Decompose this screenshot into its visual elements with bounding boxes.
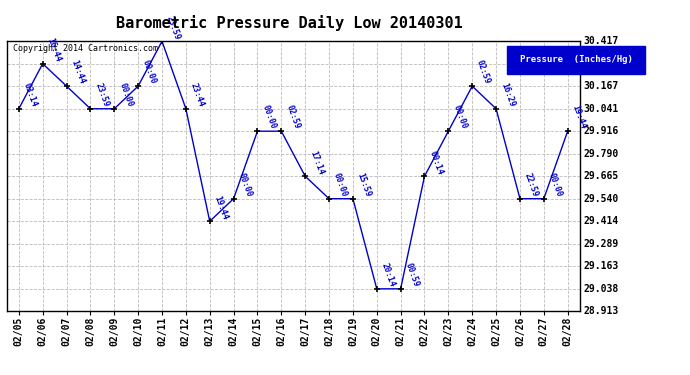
Text: 03:14: 03:14 [21,82,39,108]
Text: 29.038: 29.038 [583,284,618,294]
Text: 28.913: 28.913 [583,306,618,316]
Text: Barometric Pressure Daily Low 20140301: Barometric Pressure Daily Low 20140301 [117,15,463,31]
Text: 17:14: 17:14 [308,149,325,176]
Text: 00:14: 00:14 [427,149,444,176]
Text: 30.417: 30.417 [583,36,618,46]
Text: 00:00: 00:00 [451,104,469,130]
Text: 00:00: 00:00 [141,59,158,86]
Text: 16:29: 16:29 [499,82,516,108]
Text: Pressure  (Inches/Hg): Pressure (Inches/Hg) [520,55,633,64]
Text: 29.540: 29.540 [583,194,618,204]
Text: 22:59: 22:59 [523,172,540,198]
Text: 15:59: 15:59 [356,172,373,198]
Text: 19:44: 19:44 [571,104,588,130]
Text: 00:00: 00:00 [332,172,349,198]
Text: 29.790: 29.790 [583,149,618,159]
Text: 29.414: 29.414 [583,216,618,226]
Text: 23:59: 23:59 [93,82,110,108]
Text: 29.665: 29.665 [583,171,618,181]
Text: 30.292: 30.292 [583,59,618,69]
Text: 29.916: 29.916 [583,126,618,136]
Text: 00:00: 00:00 [260,104,277,130]
Text: 30.167: 30.167 [583,81,618,91]
Text: 29.163: 29.163 [583,261,618,272]
Text: 02:59: 02:59 [284,104,302,130]
Text: 23:44: 23:44 [189,82,206,108]
Text: 19:44: 19:44 [213,194,230,221]
Text: 30.041: 30.041 [583,104,618,114]
Text: 29.289: 29.289 [583,239,618,249]
Text: 00:00: 00:00 [237,172,253,198]
Text: Copyright 2014 Cartronics.com: Copyright 2014 Cartronics.com [12,44,157,53]
Text: 00:59: 00:59 [404,262,420,288]
Text: 20:14: 20:14 [380,262,397,288]
Text: 00:00: 00:00 [117,82,134,108]
Text: 00:00: 00:00 [546,172,564,198]
Text: 16:44: 16:44 [46,37,63,63]
Text: 02:59: 02:59 [475,59,492,86]
Text: 23:59: 23:59 [165,14,182,41]
Text: 14:44: 14:44 [70,59,86,86]
